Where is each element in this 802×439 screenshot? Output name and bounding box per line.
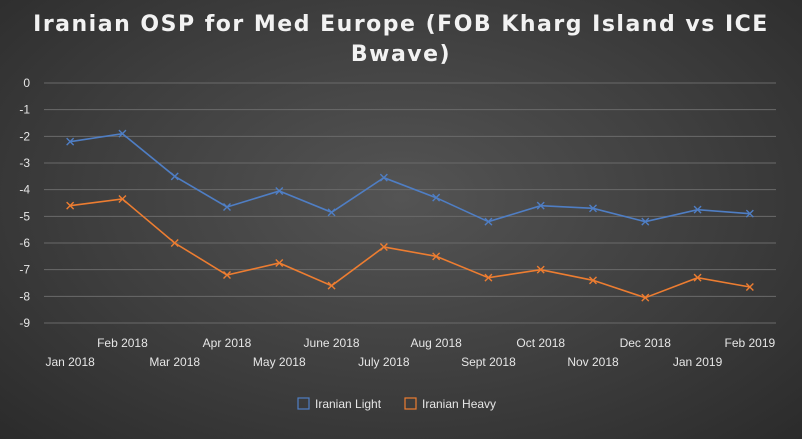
data-point bbox=[745, 283, 754, 291]
data-point bbox=[275, 187, 284, 195]
x-tick-label: Jan 2018 bbox=[45, 355, 95, 369]
x-tick-label: Dec 2018 bbox=[620, 336, 672, 350]
x-tick-label: Aug 2018 bbox=[410, 336, 462, 350]
x-tick-label: Apr 2018 bbox=[203, 336, 252, 350]
data-point bbox=[641, 293, 650, 302]
data-point bbox=[223, 271, 231, 279]
legend-swatch bbox=[404, 397, 417, 410]
x-tick-label: July 2018 bbox=[358, 355, 410, 369]
data-point bbox=[170, 172, 179, 181]
y-tick-label: 0 bbox=[23, 76, 30, 90]
data-point bbox=[693, 205, 702, 214]
y-tick-label: -1 bbox=[19, 103, 30, 117]
data-point bbox=[379, 173, 388, 182]
chart-title-line-2: Bwave) bbox=[350, 42, 452, 67]
x-tick-label: Oct 2018 bbox=[516, 336, 565, 350]
x-tick-label: Mar 2018 bbox=[149, 355, 200, 369]
x-tick-label: Jan 2019 bbox=[673, 355, 723, 369]
data-point bbox=[432, 252, 441, 261]
legend-label: Iranian Heavy bbox=[422, 397, 496, 411]
data-point bbox=[484, 217, 493, 226]
data-point bbox=[379, 243, 388, 251]
data-point bbox=[327, 208, 336, 217]
data-point bbox=[223, 203, 231, 211]
x-tick-label: Feb 2018 bbox=[97, 336, 148, 350]
data-point bbox=[536, 265, 545, 274]
data-point bbox=[745, 209, 754, 218]
data-point bbox=[118, 195, 127, 203]
data-point bbox=[275, 259, 284, 267]
y-tick-label: -7 bbox=[19, 263, 30, 277]
data-point bbox=[66, 137, 75, 146]
y-tick-label: -9 bbox=[19, 316, 30, 330]
y-tick-label: -6 bbox=[19, 236, 30, 250]
x-tick-label: Nov 2018 bbox=[567, 355, 619, 369]
data-point bbox=[589, 204, 597, 213]
legend-label: Iranian Light bbox=[315, 397, 382, 411]
x-tick-label: May 2018 bbox=[253, 355, 306, 369]
chart-title-line-1: Iranian OSP for Med Europe (FOB Kharg Is… bbox=[33, 12, 769, 37]
data-point bbox=[66, 201, 75, 210]
data-point bbox=[589, 276, 597, 285]
legend-swatch bbox=[297, 397, 310, 410]
x-tick-label: Sept 2018 bbox=[461, 355, 516, 369]
y-tick-label: -8 bbox=[19, 289, 30, 303]
series-line-1 bbox=[69, 198, 751, 299]
data-point bbox=[484, 273, 493, 282]
data-point bbox=[536, 201, 545, 210]
y-tick-label: -3 bbox=[19, 156, 30, 170]
data-point bbox=[327, 281, 336, 290]
y-tick-label: -5 bbox=[19, 209, 30, 223]
x-tick-label: Feb 2019 bbox=[724, 336, 775, 350]
data-point bbox=[432, 193, 441, 202]
y-tick-label: -4 bbox=[19, 183, 30, 197]
y-tick-label: -2 bbox=[19, 129, 30, 143]
data-point bbox=[170, 239, 179, 247]
chart-title: Iranian OSP for Med Europe (FOB Kharg Is… bbox=[0, 10, 802, 70]
series-line-0 bbox=[69, 132, 750, 223]
data-point bbox=[118, 129, 127, 138]
x-tick-label: June 2018 bbox=[304, 336, 360, 350]
data-point bbox=[641, 217, 650, 226]
data-point bbox=[693, 273, 702, 282]
